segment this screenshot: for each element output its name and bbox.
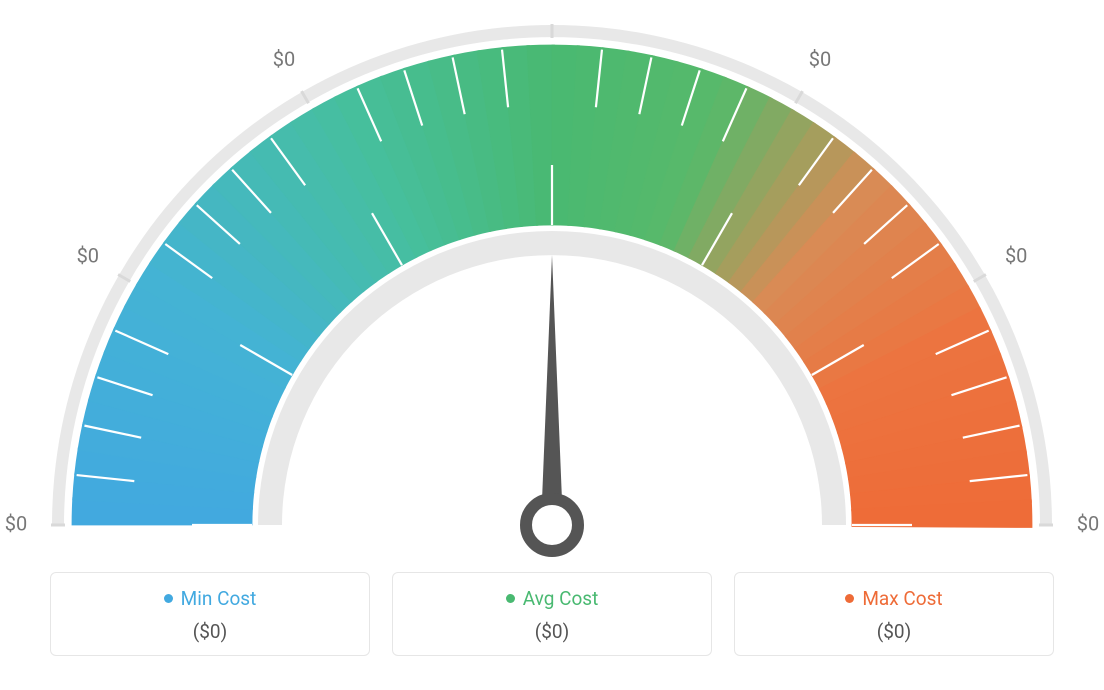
gauge-tick-label: $0: [1005, 243, 1027, 267]
gauge-tick-label: $0: [77, 243, 99, 267]
legend-value-max: ($0): [745, 620, 1043, 643]
gauge-svg: $0$0$0$0$0$0$0: [0, 0, 1104, 560]
legend-title-min: Min Cost: [164, 587, 257, 610]
legend-card-avg: Avg Cost ($0): [392, 572, 712, 656]
gauge-tick-label: $0: [809, 47, 831, 71]
gauge-chart: $0$0$0$0$0$0$0: [0, 0, 1104, 560]
legend-dot-min: [164, 594, 173, 603]
legend-dot-max: [845, 594, 854, 603]
legend-label-min: Min Cost: [181, 587, 257, 610]
gauge-tick-label: $0: [5, 511, 27, 535]
legend-label-avg: Avg Cost: [523, 587, 599, 610]
legend-label-max: Max Cost: [862, 587, 942, 610]
legend-card-max: Max Cost ($0): [734, 572, 1054, 656]
legend-value-min: ($0): [61, 620, 359, 643]
legend-title-avg: Avg Cost: [506, 587, 599, 610]
legend-value-avg: ($0): [403, 620, 701, 643]
legend-title-max: Max Cost: [845, 587, 942, 610]
gauge-tick-label: $0: [273, 47, 295, 71]
gauge-needle: [526, 255, 578, 551]
legend-dot-avg: [506, 594, 515, 603]
legend-row: Min Cost ($0) Avg Cost ($0) Max Cost ($0…: [0, 572, 1104, 656]
gauge-tick-label: $0: [1077, 511, 1099, 535]
legend-card-min: Min Cost ($0): [50, 572, 370, 656]
